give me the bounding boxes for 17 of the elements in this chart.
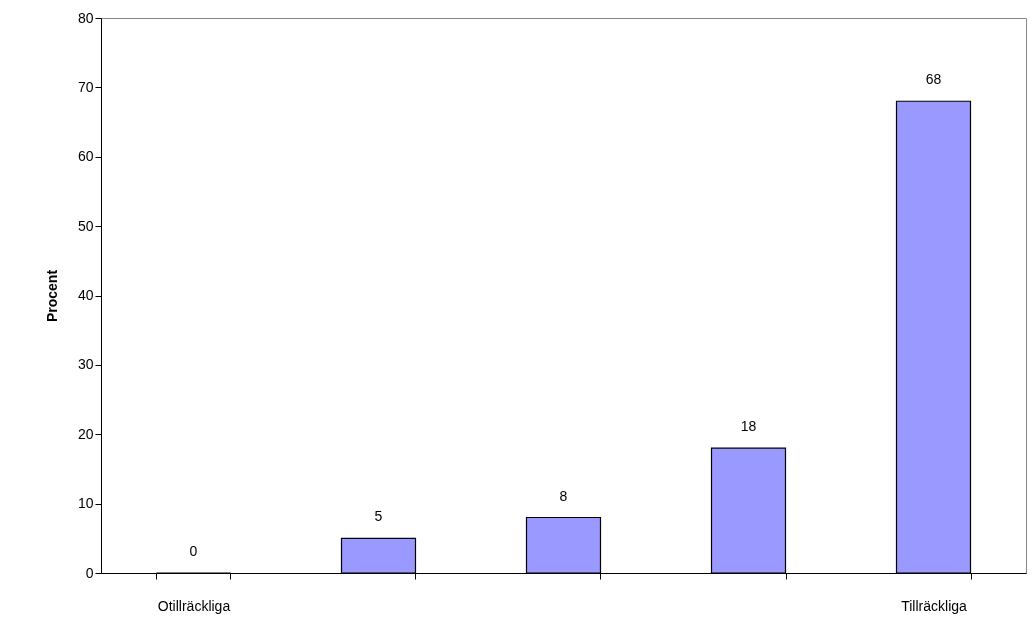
y-axis-title: Procent xyxy=(43,269,60,323)
data-label: 0 xyxy=(189,543,198,559)
data-label: 8 xyxy=(559,487,568,504)
y-tick-label: 80 xyxy=(77,9,94,26)
y-tick-label: 40 xyxy=(77,287,94,303)
data-label: 18 xyxy=(740,418,757,435)
y-tick-label: 50 xyxy=(77,217,94,234)
y-tick-label: 70 xyxy=(77,78,94,95)
x-tick-label: Tillräckliga xyxy=(901,597,968,614)
y-tick-label: 30 xyxy=(77,356,94,373)
y-tick-label: 0 xyxy=(85,564,94,581)
x-tick-label: Otillräckliga xyxy=(157,597,231,614)
y-tick-label: 10 xyxy=(77,495,94,512)
y-tick-label: 60 xyxy=(77,148,94,165)
y-tick-label: 20 xyxy=(77,425,94,442)
data-label: 68 xyxy=(925,71,942,88)
data-label: 5 xyxy=(374,508,383,525)
